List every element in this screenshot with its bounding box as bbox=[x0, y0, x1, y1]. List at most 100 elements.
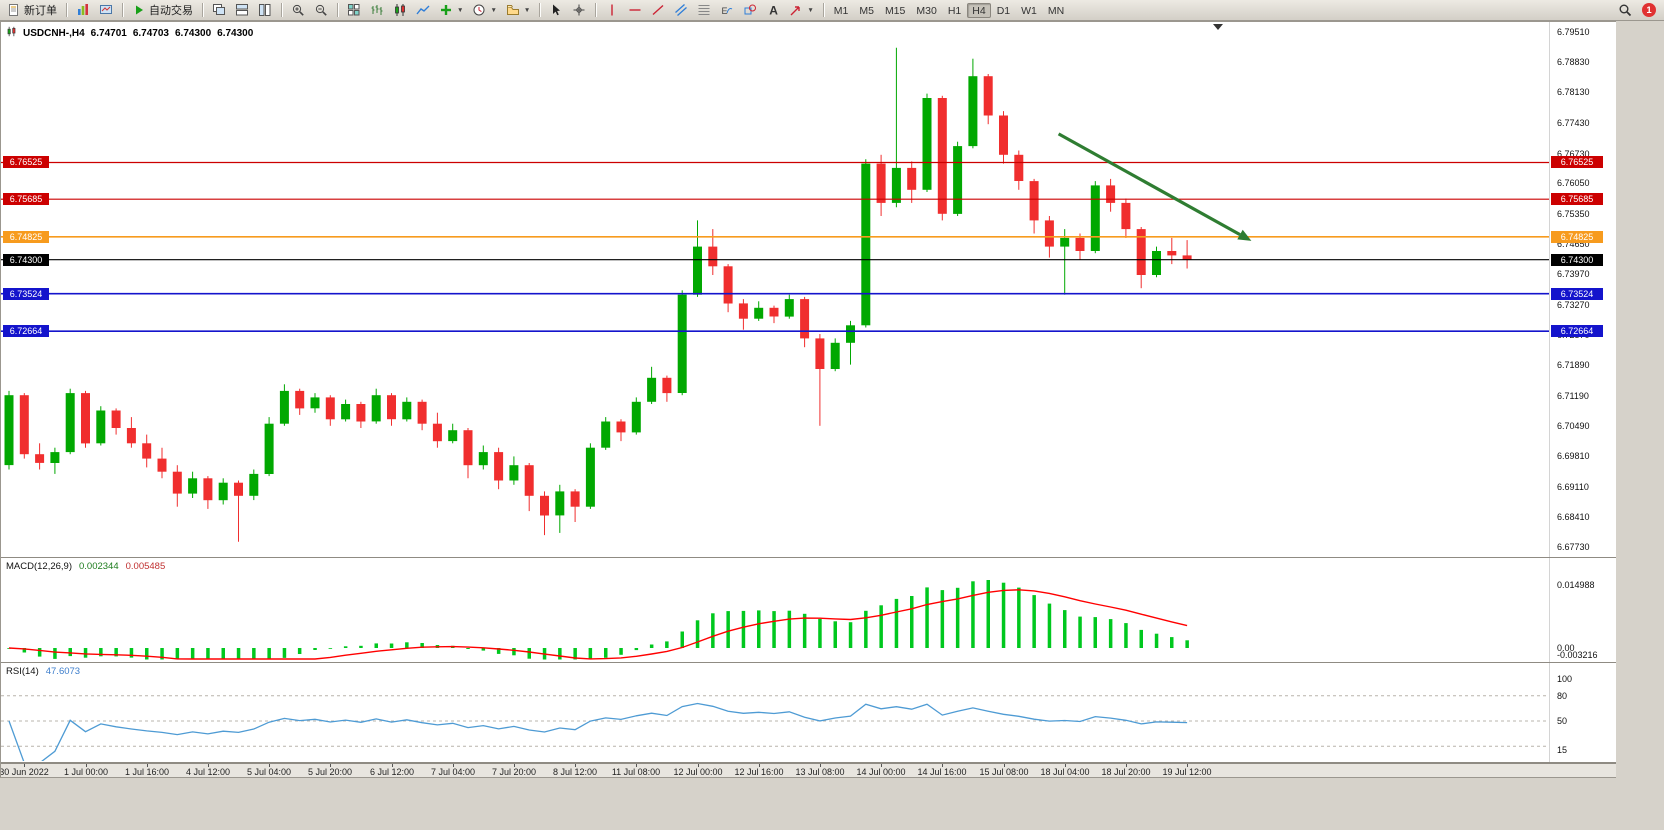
time-label: 12 Jul 16:00 bbox=[734, 767, 784, 777]
bar-open: 6.74701 bbox=[90, 27, 127, 39]
price-line-badge-left: 6.76525 bbox=[3, 156, 49, 168]
rsi-panel[interactable] bbox=[1, 663, 1549, 761]
price-axis: 6.79510 6.78830 6.78130 6.77430 6.76730 6.760… bbox=[1549, 22, 1616, 777]
panel-divider[interactable] bbox=[1, 662, 1616, 663]
vertical-line-icon[interactable] bbox=[601, 2, 623, 19]
zoom-out-icon[interactable] bbox=[310, 2, 332, 19]
time-tick bbox=[881, 764, 882, 767]
timeframe-m5[interactable]: M5 bbox=[859, 4, 874, 17]
bar-low: 6.74300 bbox=[174, 27, 212, 39]
fibonacci-icon[interactable] bbox=[693, 2, 715, 19]
time-tick bbox=[1004, 764, 1005, 767]
search-icon[interactable] bbox=[1614, 2, 1636, 19]
shapes-icon[interactable] bbox=[739, 2, 761, 19]
chart-window: 30 Jun 2022 1 Jul 00:00 1 Jul 16:00 4 Jul 1… bbox=[0, 21, 1616, 778]
tile-horizontal-icon[interactable] bbox=[231, 2, 253, 19]
profiles-icon[interactable] bbox=[95, 2, 117, 19]
timeframe-m15[interactable]: M15 bbox=[884, 4, 906, 17]
price-tick: 6.69810 bbox=[1557, 451, 1590, 461]
line-chart-icon[interactable] bbox=[412, 2, 434, 19]
rsi-axis-tick: 80 bbox=[1557, 691, 1568, 701]
tile-vertical-icon[interactable] bbox=[254, 2, 276, 19]
elliott-wave-icon[interactable]: E bbox=[716, 2, 738, 19]
macd-axis-tick: 0.014988 bbox=[1557, 580, 1595, 590]
templates-icon[interactable]: ▼ bbox=[502, 2, 534, 19]
price-tick: 6.78130 bbox=[1557, 87, 1590, 97]
time-tick bbox=[392, 764, 393, 767]
price-tick: 6.75350 bbox=[1557, 209, 1590, 219]
candlestick-icon bbox=[6, 26, 17, 40]
time-label: 7 Jul 20:00 bbox=[491, 767, 537, 777]
macd-signal-value: 0.005485 bbox=[125, 561, 166, 572]
time-label: 7 Jul 04:00 bbox=[430, 767, 476, 777]
bar-high: 6.74703 bbox=[132, 27, 169, 39]
horizontal-line-icon[interactable] bbox=[624, 2, 646, 19]
indicators-icon[interactable]: ▼ bbox=[441, 5, 464, 15]
time-label: 1 Jul 16:00 bbox=[124, 767, 170, 777]
rsi-value: 47.6073 bbox=[45, 666, 81, 677]
timeframe-m1[interactable]: M1 bbox=[833, 4, 849, 17]
price-line-badge-left: 6.74300 bbox=[3, 254, 49, 266]
toolbar-separator bbox=[337, 3, 338, 17]
time-label: 30 Jun 2022 bbox=[0, 767, 49, 777]
cursor-icon[interactable] bbox=[545, 2, 567, 19]
time-axis: 30 Jun 2022 1 Jul 00:00 1 Jul 16:00 4 Jul 1… bbox=[0, 763, 1616, 777]
periods-icon[interactable]: ▼ bbox=[468, 2, 500, 19]
panel-divider[interactable] bbox=[1, 762, 1616, 763]
time-tick bbox=[208, 764, 209, 767]
zoom-in-icon[interactable] bbox=[287, 2, 309, 19]
toolbar-separator bbox=[822, 3, 824, 17]
timeframe-m30[interactable]: M30 bbox=[916, 4, 937, 17]
time-tick bbox=[1187, 764, 1188, 767]
time-label: 11 Jul 08:00 bbox=[611, 767, 661, 777]
notification-badge[interactable]: 1 bbox=[1642, 3, 1656, 17]
panel-divider[interactable] bbox=[1, 557, 1616, 558]
price-line-badge-left: 6.73524 bbox=[3, 288, 49, 300]
macd-label: MACD(12,26,9) 0.002344 0.005485 bbox=[6, 561, 165, 572]
time-tick bbox=[86, 764, 87, 767]
time-label: 13 Jul 08:00 bbox=[795, 767, 845, 777]
time-label: 15 Jul 08:00 bbox=[979, 767, 1029, 777]
timeframe-h4[interactable]: H4 bbox=[967, 2, 991, 18]
charts-grid-icon[interactable] bbox=[72, 2, 94, 19]
autotrading-button[interactable]: 自动交易 bbox=[128, 2, 197, 19]
trendline-icon[interactable] bbox=[647, 2, 669, 19]
price-line-badge: 6.73524 bbox=[1551, 288, 1603, 300]
toolbar-separator bbox=[281, 3, 282, 17]
text-label-icon[interactable]: A bbox=[762, 2, 784, 19]
timeframe-mn[interactable]: MN bbox=[1047, 4, 1065, 17]
price-tick: 6.67730 bbox=[1557, 542, 1590, 552]
rsi-axis-tick: 50 bbox=[1557, 716, 1568, 726]
chart-symbol-period: USDCNH-,H4 bbox=[23, 27, 85, 39]
price-tick: 6.69110 bbox=[1557, 482, 1589, 492]
price-tick: 6.74650 bbox=[1557, 239, 1590, 249]
svg-text:E: E bbox=[722, 6, 728, 16]
price-tick: 6.71190 bbox=[1557, 391, 1589, 401]
bar-chart-icon[interactable] bbox=[366, 2, 388, 19]
candlestick-chart-icon[interactable] bbox=[389, 2, 411, 19]
timeframe-w1[interactable]: W1 bbox=[1021, 4, 1037, 17]
time-tick bbox=[636, 764, 637, 767]
macd-panel[interactable] bbox=[1, 558, 1549, 661]
price-tick: 6.70490 bbox=[1557, 421, 1590, 431]
toolbar-separator bbox=[66, 3, 67, 17]
time-tick bbox=[698, 764, 699, 767]
price-tick: 6.73970 bbox=[1557, 269, 1590, 279]
toolbar: 新订单 自动交易 ▼ ▼ ▼ E A ▼ M1 M5 M15 M30 H1 H4 D1 W1 MN 1 bbox=[0, 0, 1664, 21]
tile-windows-icon[interactable] bbox=[343, 2, 365, 19]
time-tick bbox=[269, 764, 270, 767]
price-chart[interactable] bbox=[1, 22, 1549, 557]
time-label: 6 Jul 12:00 bbox=[369, 767, 415, 777]
time-tick bbox=[24, 764, 25, 767]
cascade-windows-icon[interactable] bbox=[208, 2, 230, 19]
equidistant-channel-icon[interactable] bbox=[670, 2, 692, 19]
arrow-tools-icon[interactable]: ▼ bbox=[785, 2, 817, 19]
time-label: 14 Jul 16:00 bbox=[917, 767, 967, 777]
timeframe-d1[interactable]: D1 bbox=[996, 4, 1011, 17]
new-order-button[interactable]: 新订单 bbox=[3, 2, 61, 19]
crosshair-icon[interactable] bbox=[568, 2, 590, 19]
timeframe-h1[interactable]: H1 bbox=[947, 4, 962, 17]
price-line-badge: 6.76525 bbox=[1551, 156, 1603, 168]
time-tick bbox=[330, 764, 331, 767]
